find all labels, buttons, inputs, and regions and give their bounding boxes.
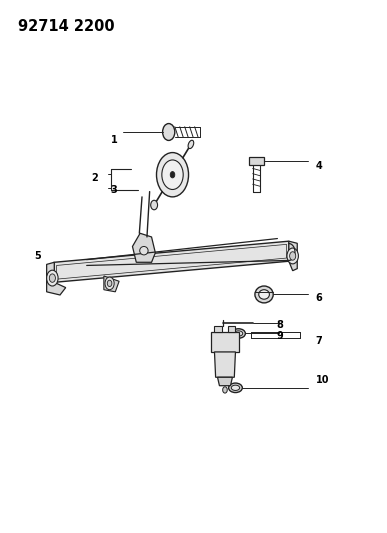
Circle shape: [156, 152, 188, 197]
Polygon shape: [214, 326, 222, 332]
Circle shape: [105, 277, 114, 290]
Text: 1: 1: [110, 135, 117, 145]
Circle shape: [170, 172, 175, 178]
Ellipse shape: [259, 290, 269, 299]
Circle shape: [151, 200, 158, 210]
Text: 4: 4: [315, 161, 322, 171]
Circle shape: [107, 280, 112, 287]
Polygon shape: [217, 377, 233, 386]
Polygon shape: [228, 326, 235, 332]
Text: 92714 2200: 92714 2200: [18, 19, 115, 34]
Ellipse shape: [255, 286, 273, 303]
Text: 9: 9: [276, 331, 283, 341]
Ellipse shape: [232, 329, 245, 338]
Text: 6: 6: [315, 293, 322, 303]
Polygon shape: [104, 276, 119, 292]
Text: 2: 2: [91, 173, 98, 183]
Circle shape: [223, 387, 227, 393]
Polygon shape: [214, 352, 235, 377]
Polygon shape: [211, 332, 239, 352]
Polygon shape: [47, 262, 66, 295]
Polygon shape: [289, 241, 297, 271]
Text: 5: 5: [34, 251, 41, 261]
Text: 7: 7: [315, 336, 322, 346]
Circle shape: [287, 248, 298, 264]
Ellipse shape: [234, 331, 243, 336]
Polygon shape: [54, 241, 289, 282]
Circle shape: [163, 124, 175, 140]
Ellipse shape: [229, 383, 242, 393]
Circle shape: [162, 160, 183, 190]
Ellipse shape: [231, 385, 240, 391]
Text: 8: 8: [276, 319, 283, 329]
Text: 10: 10: [315, 375, 329, 385]
Circle shape: [47, 270, 58, 286]
Polygon shape: [249, 157, 264, 165]
Circle shape: [49, 274, 55, 282]
Ellipse shape: [188, 140, 194, 149]
Ellipse shape: [140, 246, 148, 255]
Circle shape: [289, 252, 296, 260]
Text: 3: 3: [110, 185, 117, 195]
Polygon shape: [132, 233, 155, 262]
